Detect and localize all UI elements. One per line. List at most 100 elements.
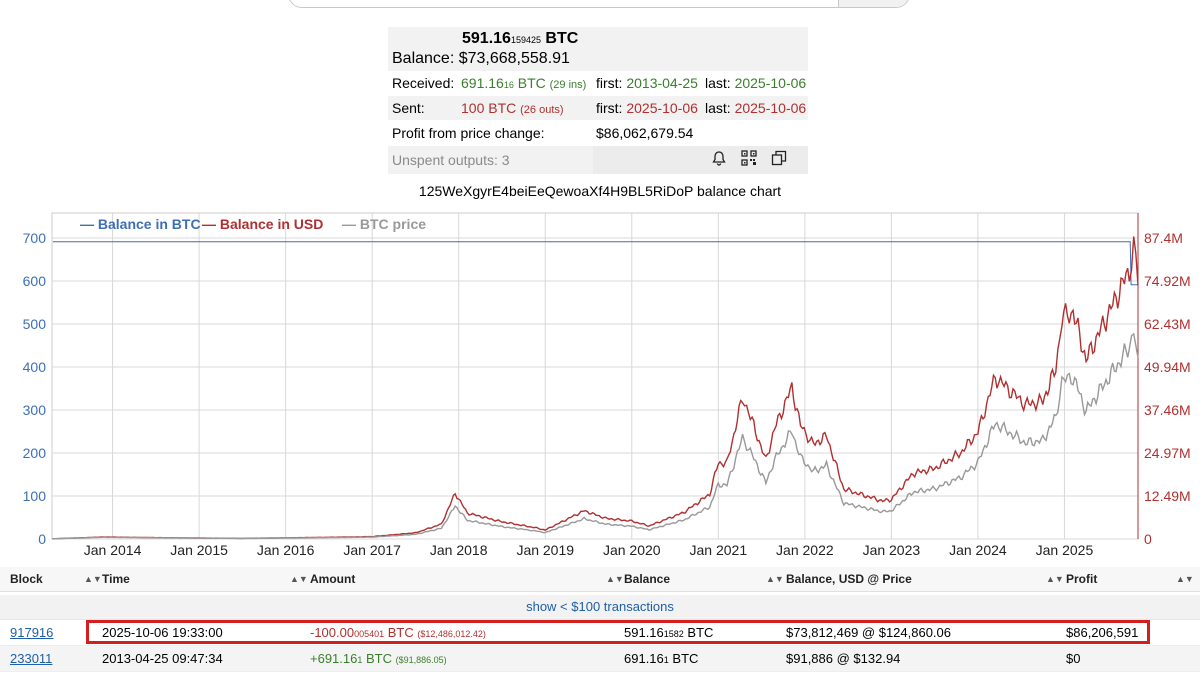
profit-value: $86,062,679.54 <box>596 125 694 141</box>
balance-block: 591.16159425 BTC Balance: $73,668,558.91 <box>388 27 808 71</box>
header-block[interactable]: Block <box>10 572 43 586</box>
sent-amount: 100 BTC <box>461 100 521 116</box>
tx-balance-unit: BTC <box>683 625 714 640</box>
balance-btc-main: 591.16 <box>462 30 511 47</box>
y-right-tick-label: 62.43M <box>1144 316 1191 332</box>
tx-balance-usd: $91,886 @ $132.94 <box>786 651 901 666</box>
sent-last-label: last: <box>705 100 731 116</box>
profit-label: Profit from price change: <box>392 125 545 141</box>
sent-value: 100 BTC (26 outs) <box>461 100 564 116</box>
header-profit[interactable]: Profit <box>1066 572 1098 586</box>
balance-btc-small: 159425 <box>510 35 541 45</box>
chart-axes: 0 0 100 12.49M 200 24.97M 300 37.46M 400 49.94M 50… <box>23 213 1191 558</box>
series-line <box>51 332 1139 540</box>
received-first-date: 2013-04-25 <box>626 75 698 91</box>
x-tick-label: Jan 2024 <box>949 542 1007 558</box>
header-balance-usd[interactable]: Balance, USD @ Price <box>786 572 912 586</box>
chart-lines <box>51 236 1139 540</box>
header-time[interactable]: Time <box>102 572 130 586</box>
table-row: 233011 2013-04-25 09:47:34 +691.161 BTC … <box>0 646 1200 672</box>
tx-balance: 591.161582 BTC <box>624 625 713 640</box>
sent-first-date: 2025-10-06 <box>626 100 698 116</box>
legend-item: — Balance in BTC <box>80 216 201 232</box>
tx-balance-usd: $73,812,469 @ $124,860.06 <box>786 625 952 640</box>
x-tick-label: Jan 2015 <box>170 542 228 558</box>
sent-outs: (26 outs) <box>520 104 564 116</box>
sent-label: Sent: <box>392 100 425 116</box>
header-balance[interactable]: Balance <box>624 572 671 586</box>
unspent-row: Unspent outputs: 3 <box>388 146 808 175</box>
tx-amount-unit: BTC <box>384 625 418 640</box>
y-right-tick-label: 74.92M <box>1144 273 1191 289</box>
received-value: 691.1616 BTC (29 ins) <box>461 75 586 91</box>
copy-icon[interactable] <box>771 150 787 166</box>
tx-balance-unit: BTC <box>668 651 699 666</box>
balance-btc: 591.16159425 BTC <box>392 30 804 49</box>
received-ins: (29 ins) <box>549 79 587 91</box>
tx-balance-main: 591.16 <box>624 625 664 640</box>
received-first: first: 2013-04-25 <box>596 75 698 91</box>
y-left-tick-label: 500 <box>23 316 47 332</box>
x-tick-label: Jan 2025 <box>1036 542 1094 558</box>
received-small: 16 <box>503 80 514 90</box>
tx-amount: -100.00005401 BTC ($12,486,012.42) <box>310 625 486 640</box>
tx-profit: $86,206,591 <box>1066 625 1139 640</box>
y-right-tick-label: 0 <box>1144 531 1152 547</box>
y-left-tick-label: 300 <box>23 402 47 418</box>
tx-time: 2025-10-06 19:33:00 <box>102 625 223 640</box>
tx-amount-small: 1 <box>357 655 363 665</box>
y-left-tick-label: 200 <box>23 445 47 461</box>
qr-code-icon[interactable] <box>741 150 757 166</box>
received-row: Received: 691.1616 BTC (29 ins) first: 2… <box>388 71 808 96</box>
tx-time: 2013-04-25 09:47:34 <box>102 651 223 666</box>
sent-last: last: 2025-10-06 <box>705 100 806 116</box>
block-link[interactable]: 233011 <box>10 651 53 666</box>
x-tick-label: Jan 2022 <box>776 542 834 558</box>
block-link[interactable]: 917916 <box>10 625 54 640</box>
sort-icon[interactable]: ▲▼ <box>1046 574 1064 584</box>
tx-amount-usd: ($91,886.05) <box>395 655 447 665</box>
sort-icon[interactable]: ▲▼ <box>606 574 624 584</box>
address-summary: 591.16159425 BTC Balance: $73,668,558.91… <box>388 27 808 175</box>
tx-amount: +691.161 BTC ($91,886.05) <box>310 651 447 666</box>
tx-profit: $0 <box>1066 651 1081 666</box>
x-tick-label: Jan 2020 <box>603 542 661 558</box>
tx-amount-main: -100.00 <box>310 625 355 640</box>
series-line <box>51 236 1139 540</box>
legend-item: — Balance in USD <box>202 216 323 232</box>
sent-last-date: 2025-10-06 <box>734 100 807 116</box>
sort-icon[interactable]: ▲▼ <box>290 574 308 584</box>
received-last: last: 2025-10-06 <box>705 75 806 91</box>
chart-legend: — Balance in BTC — Balance in USD — BTC pr… <box>80 216 426 232</box>
tx-amount-small: 005401 <box>354 629 385 639</box>
chart-grid <box>51 212 1139 540</box>
sent-first-label: first: <box>596 100 623 116</box>
tx-balance: 691.161 BTC <box>624 651 698 666</box>
sort-icon[interactable]: ▲▼ <box>766 574 784 584</box>
header-amount[interactable]: Amount <box>310 572 356 586</box>
x-tick-label: Jan 2019 <box>516 542 574 558</box>
plot-area <box>51 212 1139 540</box>
chart-title: 125WeXgyrE4beiEeQewoaXf4H9BL5RiDoP balan… <box>418 183 782 199</box>
sort-icon[interactable]: ▲▼ <box>1176 574 1194 584</box>
search-bar[interactable] <box>288 0 910 8</box>
y-left-tick-label: 400 <box>23 359 47 375</box>
received-label: Received: <box>392 75 455 91</box>
balance-usd: Balance: $73,668,558.91 <box>392 50 570 67</box>
y-left-tick-label: 100 <box>23 488 47 504</box>
y-left-tick-label: 700 <box>23 230 47 246</box>
search-button[interactable] <box>838 0 909 7</box>
y-right-tick-label: 37.46M <box>1144 402 1191 418</box>
bell-icon[interactable] <box>711 150 727 166</box>
legend-item: — BTC price <box>342 216 426 232</box>
show-small-transactions-link[interactable]: show < $100 transactions <box>0 595 1200 620</box>
tx-amount-main: +691.16 <box>310 651 358 666</box>
y-right-tick-label: 87.4M <box>1144 230 1183 246</box>
balance-btc-unit: BTC <box>540 30 579 47</box>
tx-amount-usd: ($12,486,012.42) <box>417 629 486 639</box>
address-actions <box>711 150 787 166</box>
sent-row: Sent: 100 BTC (26 outs) first: 2025-10-0… <box>388 96 808 121</box>
series-line <box>52 241 1138 286</box>
y-left-tick-label: 600 <box>23 273 47 289</box>
sort-icon[interactable]: ▲▼ <box>84 574 102 584</box>
